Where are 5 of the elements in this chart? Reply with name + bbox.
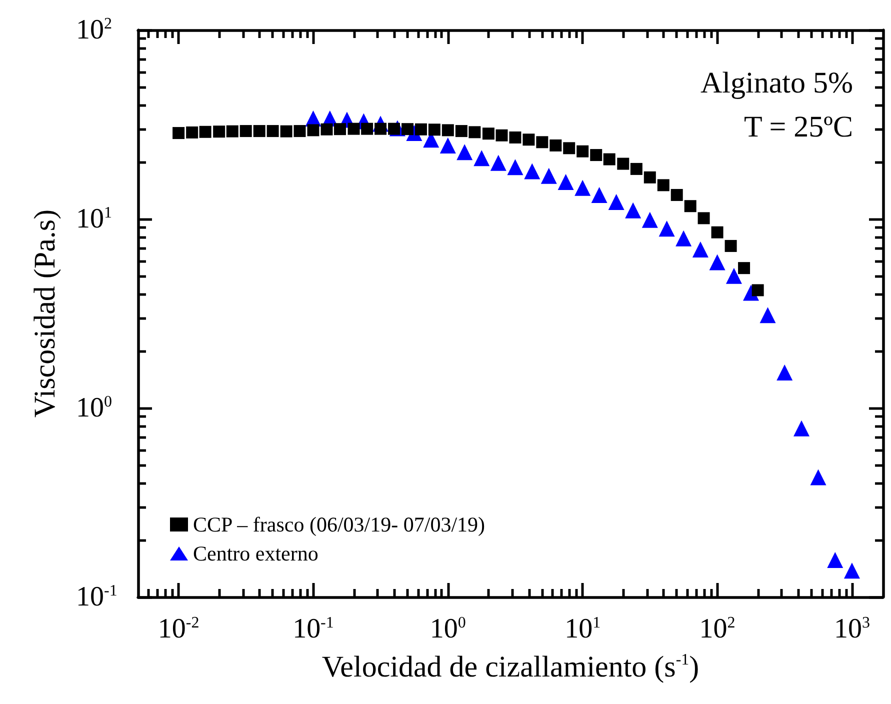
annotation: Alginato 5%	[700, 66, 853, 100]
y-axis-title: Viscosidad (Pa.s)	[28, 209, 62, 418]
legend-label: Centro externo	[193, 542, 318, 566]
annotation: T = 25ºC	[744, 110, 853, 144]
legend-label: CCP – frasco (06/03/19- 07/03/19)	[193, 512, 486, 536]
